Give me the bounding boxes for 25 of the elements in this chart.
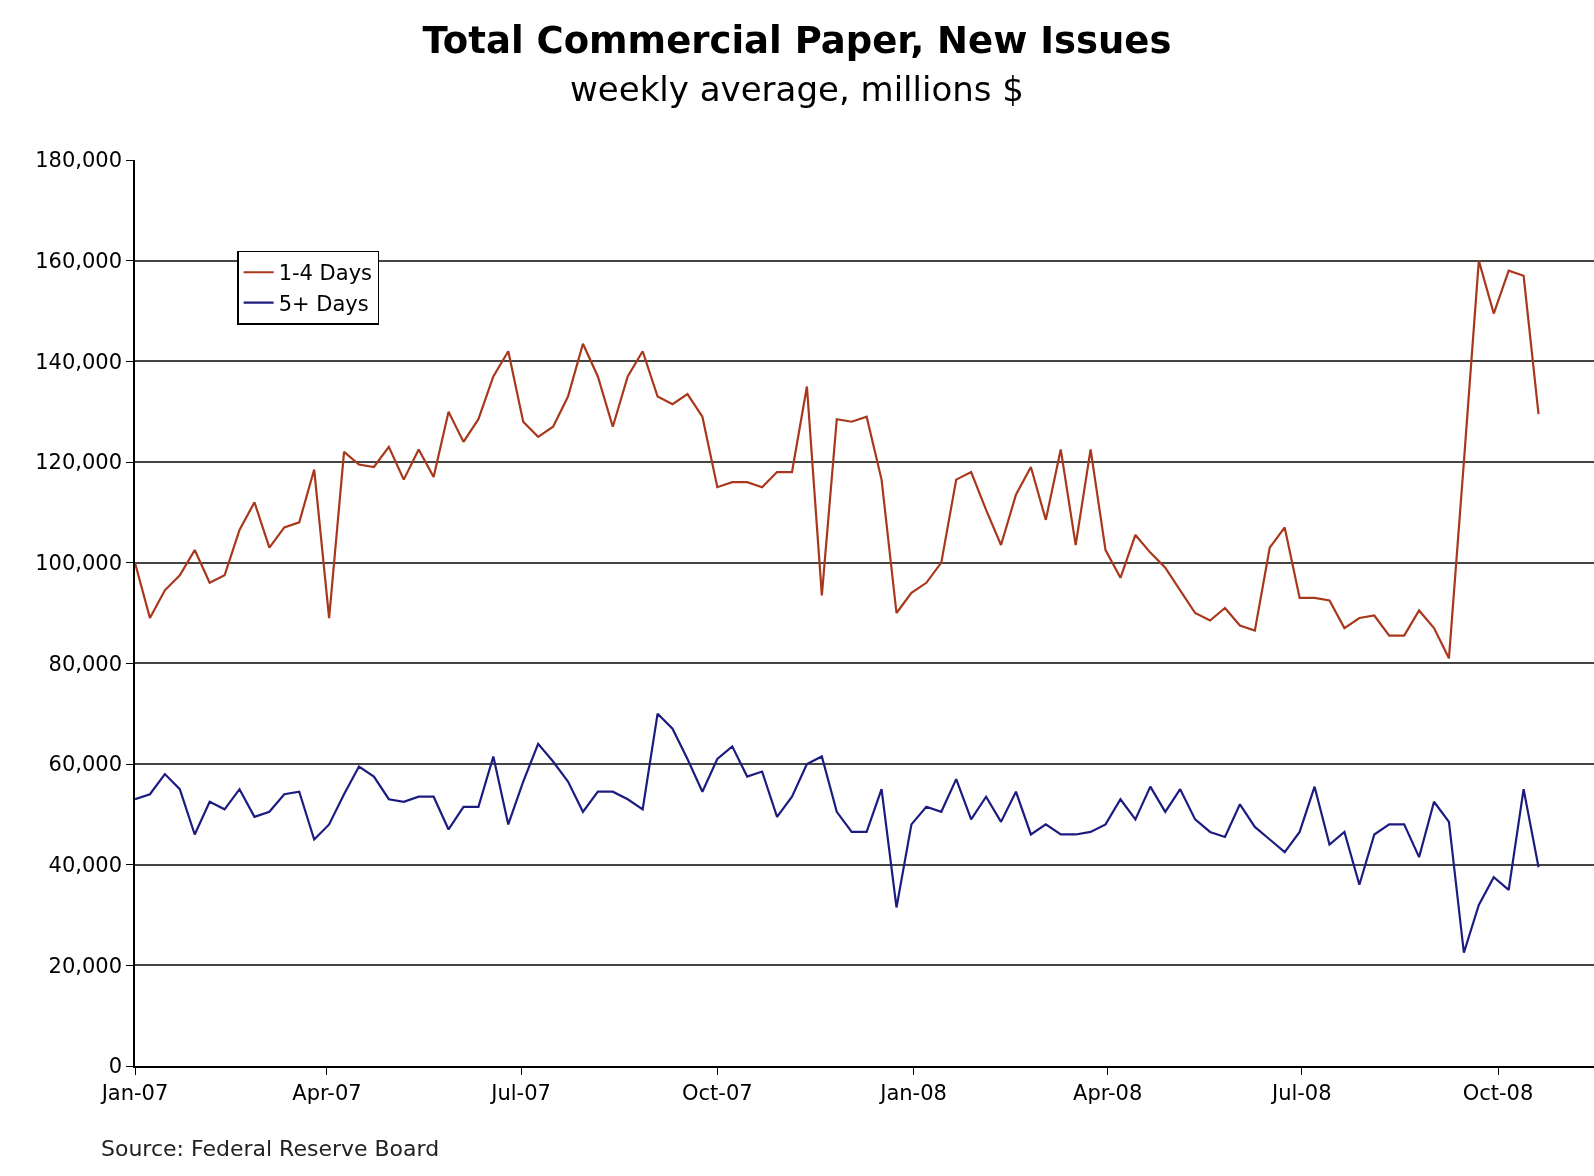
- x-tick-label: Apr-08: [1073, 1080, 1143, 1105]
- y-tick-label: 80,000: [48, 651, 123, 676]
- y-tick-label: 60,000: [48, 752, 123, 777]
- x-tick-label: Oct-08: [1462, 1080, 1534, 1105]
- chart-title: Total Commercial Paper, New Issues: [422, 18, 1172, 62]
- legend-label: 5+ Days: [278, 291, 369, 316]
- y-tick-label: 40,000: [48, 853, 123, 878]
- y-tick-label: 160,000: [35, 249, 123, 274]
- line-series: [135, 712, 1540, 954]
- x-tick-label: Jul-07: [489, 1080, 551, 1105]
- y-tick-label: 180,000: [35, 148, 123, 173]
- y-tick-label: 100,000: [35, 551, 123, 576]
- x-tick-label: Jan-08: [878, 1080, 947, 1105]
- line-series: [135, 259, 1540, 660]
- x-tick-label: Apr-07: [292, 1080, 362, 1105]
- chart-subtitle: weekly average, millions $: [570, 69, 1024, 110]
- x-tick-label: Jan-07: [99, 1080, 169, 1105]
- y-tick-label: 140,000: [35, 349, 123, 374]
- x-tick-label: Jul-08: [1269, 1080, 1332, 1105]
- y-tick-label: 0: [108, 1054, 123, 1079]
- legend-label: 1-4 Days: [278, 261, 373, 286]
- source-note: Source: Federal Reserve Board: [101, 1136, 440, 1161]
- y-tick-label: 20,000: [48, 953, 123, 978]
- y-tick-label: 120,000: [35, 450, 123, 475]
- x-tick-label: Oct-07: [682, 1080, 753, 1105]
